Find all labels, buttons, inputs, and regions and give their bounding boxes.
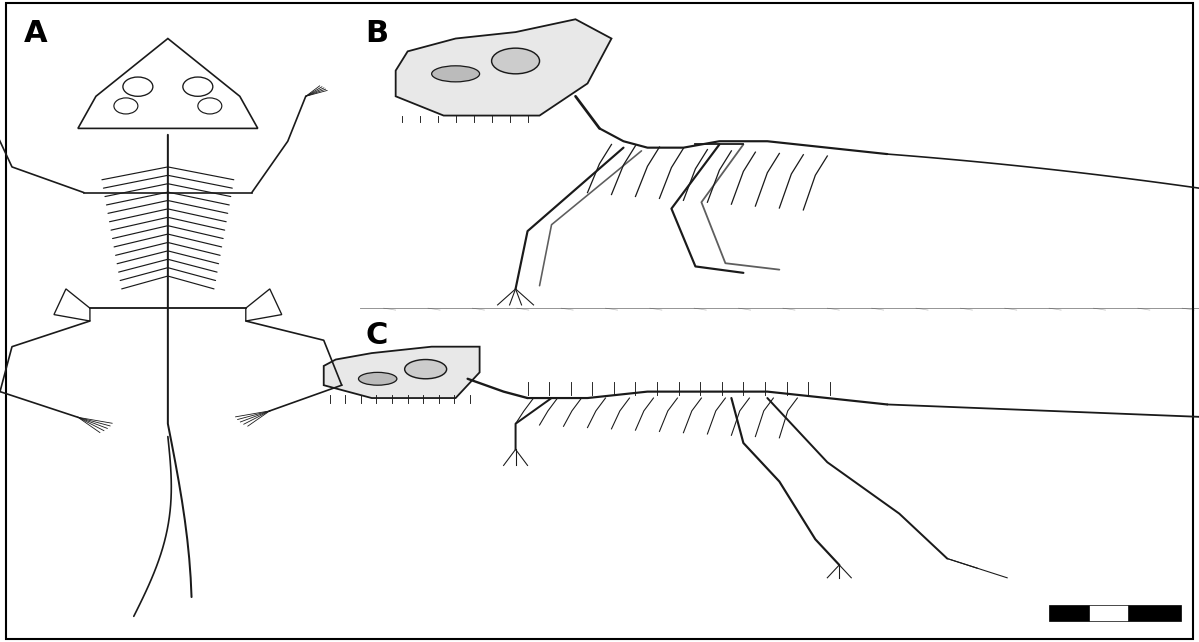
Ellipse shape bbox=[432, 66, 480, 82]
Text: B: B bbox=[366, 19, 388, 48]
Polygon shape bbox=[396, 19, 611, 116]
Bar bbox=[1049, 605, 1089, 621]
Ellipse shape bbox=[404, 360, 446, 379]
Bar bbox=[1089, 605, 1128, 621]
Polygon shape bbox=[324, 347, 480, 398]
Text: C: C bbox=[366, 321, 388, 350]
Ellipse shape bbox=[492, 48, 540, 74]
Text: A: A bbox=[24, 19, 48, 48]
Ellipse shape bbox=[359, 372, 397, 385]
Bar bbox=[1128, 605, 1181, 621]
